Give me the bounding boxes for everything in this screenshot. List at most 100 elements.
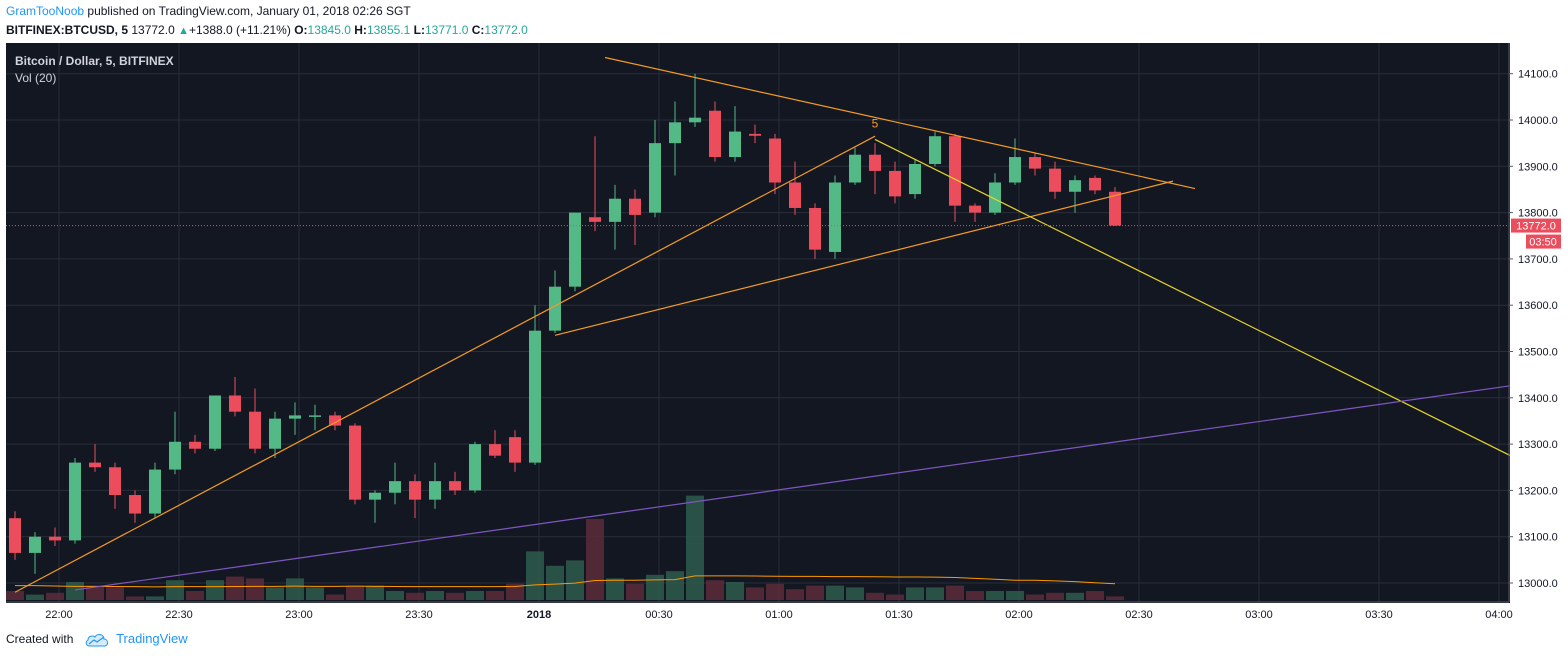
candle (469, 441, 481, 493)
volume-bar (1026, 594, 1044, 600)
time-tick-label: 00:30 (645, 609, 673, 621)
trendline-purple-long[interactable] (74, 384, 1518, 591)
candle (269, 411, 281, 458)
candle (509, 430, 521, 472)
high-label: H: (354, 23, 367, 37)
candle-body (989, 182, 1001, 213)
trendline-orange-rising[interactable] (14, 135, 876, 593)
candle (829, 175, 841, 259)
volume-bar (346, 585, 364, 600)
candle-body (1049, 168, 1061, 192)
close-label: C: (471, 23, 485, 37)
low-label: L: (413, 23, 425, 37)
time-tick-label: 02:30 (1125, 609, 1153, 621)
candle (929, 131, 941, 167)
candle (989, 173, 1001, 215)
volume-bars (6, 495, 1124, 600)
trendline-yellow-wave[interactable] (874, 138, 1518, 460)
volume-bar (66, 582, 84, 600)
time-tick-label: 01:30 (885, 609, 913, 621)
candle (369, 490, 381, 523)
candle-body (609, 198, 621, 222)
volume-bar (386, 591, 404, 600)
candle-body (209, 395, 221, 449)
time-tick-label: 23:00 (285, 609, 313, 621)
volume-bar (6, 591, 24, 600)
candle-body (789, 182, 801, 208)
volume-bar (26, 594, 44, 600)
volume-bar (866, 592, 884, 600)
time-axis-background (6, 603, 1510, 623)
volume-bar (886, 594, 904, 600)
candle-body (729, 131, 741, 158)
volume-bar (186, 591, 204, 600)
tradingview-link[interactable]: TradingView (116, 631, 188, 646)
candle (809, 203, 821, 259)
volume-bar (46, 592, 64, 600)
candles (9, 73, 1121, 574)
price-axis[interactable]: 13000.0 13100.0 13200.0 13300.0 13400.0 13500… (1509, 43, 1562, 623)
volume-label: Vol (20) (15, 71, 56, 85)
price-tick-label: 13200.0 (1518, 485, 1558, 497)
candle-body (589, 217, 601, 222)
time-tick-label: 01:00 (765, 609, 793, 621)
candle-body (389, 481, 401, 493)
candle-body (929, 136, 941, 164)
volume-bar (426, 591, 444, 600)
candle (29, 532, 41, 574)
price-chart[interactable]: 5 Bitcoin / Dollar, 5, BITFINEX Vol (20)… (6, 43, 1562, 623)
price-tick-label: 13100.0 (1518, 532, 1558, 544)
candle (1069, 175, 1081, 213)
candle-body (1109, 191, 1121, 226)
candle-body (29, 536, 41, 553)
candle-body (769, 138, 781, 183)
time-axis[interactable]: 22:00 22:30 23:00 23:30 2018 00:30 01:00 01:30 0… (6, 603, 1513, 623)
candle (1029, 152, 1041, 176)
volume-bar (1106, 596, 1124, 600)
volume-bar (306, 587, 324, 600)
time-tick-label: 04:00 (1485, 609, 1513, 621)
candle (109, 462, 121, 509)
candle-body (629, 198, 641, 215)
candle (969, 203, 981, 222)
candle-body (529, 330, 541, 463)
candle-body (149, 469, 161, 514)
candle-body (509, 437, 521, 463)
trendlines[interactable] (14, 56, 1518, 593)
volume-bar (106, 587, 124, 600)
candle (189, 434, 201, 454)
volume-bar (1086, 591, 1104, 600)
price-tick-label: 13300.0 (1518, 439, 1558, 451)
created-with-text: Created with (6, 632, 74, 646)
candle-body (269, 418, 281, 449)
trendline-orange-upper[interactable] (604, 56, 1196, 190)
candle (649, 120, 661, 218)
price-tag-background (1511, 218, 1561, 233)
trendline-orange-lower[interactable] (554, 180, 1174, 336)
symbol-label: BITFINEX:BTCUSD, 5 (6, 23, 129, 37)
volume-bar (546, 565, 564, 600)
candle (549, 270, 561, 333)
candle (169, 411, 181, 475)
volume-bar (966, 591, 984, 600)
candle-body (1089, 177, 1101, 191)
volume-bar (826, 585, 844, 600)
price-tag: 13772.0 03:50 (1511, 218, 1561, 249)
volume-bar (726, 582, 744, 600)
volume-bar (766, 583, 784, 600)
candle (529, 305, 541, 465)
time-tick-label: 23:30 (405, 609, 433, 621)
candle (669, 101, 681, 176)
footer: Created with TradingView (6, 631, 188, 653)
last-price: 13772.0 (131, 23, 175, 37)
candle-body (229, 395, 241, 412)
volume-bar (366, 585, 384, 600)
volume-bar (566, 560, 584, 600)
candle-body (849, 154, 861, 183)
volume-bar (786, 589, 804, 600)
candle (329, 411, 341, 431)
time-tick-label: 2018 (527, 609, 551, 621)
author-link[interactable]: GramTooNoob (6, 4, 85, 18)
candle-body (429, 481, 441, 500)
candle-body (109, 467, 121, 496)
